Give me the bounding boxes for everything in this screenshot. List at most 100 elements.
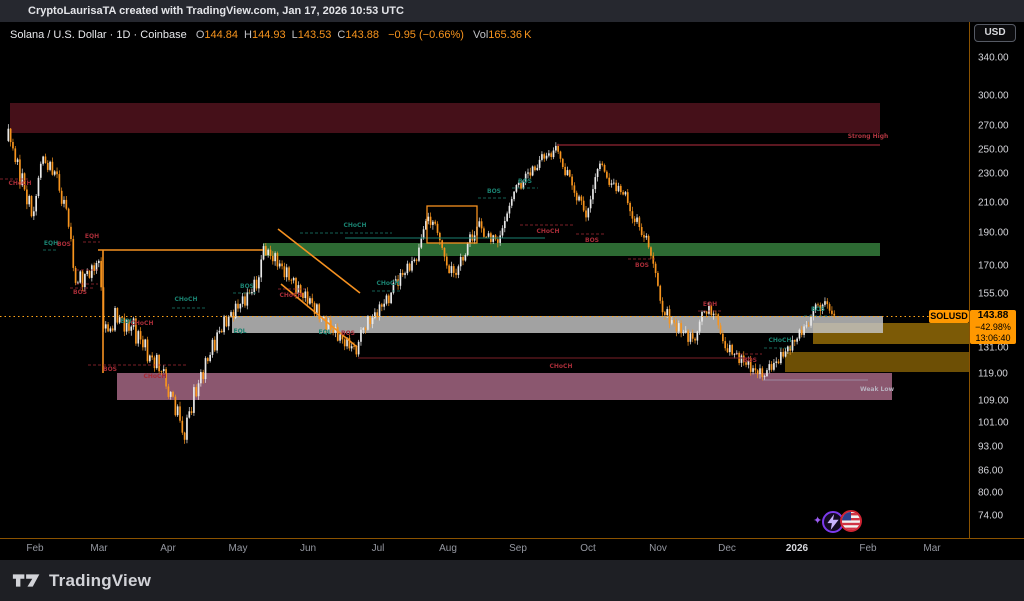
ohlc-prefix: L bbox=[291, 29, 298, 41]
tradingview-logo-icon bbox=[12, 574, 40, 587]
sparkle-icon: ✦ bbox=[813, 515, 823, 527]
structure-label: BOS bbox=[240, 283, 254, 290]
structure-label: Weak Low bbox=[860, 386, 895, 393]
price-tick: 119.00 bbox=[978, 368, 1008, 380]
structure-label: EQL bbox=[120, 318, 133, 325]
time-tick: Oct bbox=[580, 543, 596, 554]
structure-label: BOS bbox=[743, 357, 757, 364]
structure-label: CHoCH bbox=[344, 222, 367, 229]
time-tick: Feb bbox=[859, 543, 877, 554]
structure-label: CHoCH bbox=[550, 363, 573, 370]
time-tick: Jun bbox=[299, 543, 317, 554]
tradingview-logo-text: TradingView bbox=[49, 570, 152, 590]
price-tick: 155.00 bbox=[978, 288, 1009, 300]
trendline-upper bbox=[277, 228, 361, 294]
usa-flag-icon bbox=[840, 510, 862, 532]
price-tick: 300.00 bbox=[978, 90, 1009, 102]
tradingview-logo[interactable]: TradingView bbox=[12, 571, 151, 591]
structure-label: BOS bbox=[103, 366, 117, 373]
snapshot-title-bar: CryptoLaurisaTA created with TradingView… bbox=[0, 0, 1024, 22]
structure-label: CHoCH bbox=[537, 228, 560, 235]
candlestick-series bbox=[7, 124, 836, 444]
price-tick: 93.00 bbox=[978, 441, 1004, 453]
time-tick: Dec bbox=[718, 543, 736, 554]
price-tick: 230.00 bbox=[978, 168, 1009, 180]
time-tick: Aug bbox=[439, 543, 457, 554]
ohlc-values: O144.84 H144.93 L143.53 C143.88 bbox=[190, 29, 379, 41]
ohlc-prefix: C bbox=[337, 29, 346, 41]
price-tick: 74.00 bbox=[978, 510, 1004, 522]
structure-label: BOS bbox=[73, 289, 87, 296]
currency-unit-button[interactable]: USD bbox=[974, 24, 1016, 42]
last-price-label: 143.88 −42.98% 13:06:40 bbox=[970, 310, 1016, 344]
time-axis[interactable]: Feb Mar Apr May Jun Jul Aug Sep Oct Nov Dec 2026 Feb… bbox=[0, 538, 1024, 561]
price-tick: 250.00 bbox=[978, 144, 1009, 156]
structure-label: CHoCH bbox=[175, 296, 198, 303]
structure-label: EQL bbox=[233, 328, 246, 335]
legend-separator-1: · bbox=[109, 29, 114, 41]
structure-label: EQH bbox=[703, 301, 717, 308]
structure-label: CHoCH bbox=[131, 320, 154, 327]
time-tick: Apr bbox=[160, 543, 176, 554]
structure-label: Strong High bbox=[848, 133, 889, 140]
orange-range-box bbox=[426, 205, 478, 244]
price-tick: 131.00 bbox=[978, 342, 1009, 354]
structure-label: CHoCH bbox=[9, 180, 32, 187]
last-price-value: 143.88 bbox=[977, 310, 1009, 321]
volume-value: 165.36 K bbox=[488, 29, 532, 41]
structure-label: EQH bbox=[44, 240, 58, 247]
structure-label: CHoCH bbox=[280, 292, 303, 299]
price-tick: 109.00 bbox=[978, 395, 1009, 407]
price-tick: 270.00 bbox=[978, 120, 1009, 132]
structure-label: BOS bbox=[585, 237, 599, 244]
ohlc-value: 144.93 bbox=[251, 29, 286, 41]
ohlc-value: 144.84 bbox=[204, 29, 239, 41]
zones bbox=[10, 103, 969, 400]
volume-label: Vol bbox=[473, 29, 489, 41]
structure-labels: CHoCHEQHBOSEQHBOSEQLCHoCHBOSCHoCHCHoCHBO… bbox=[0, 133, 895, 393]
footer-bar: TradingView bbox=[0, 560, 1024, 601]
symbol-name[interactable]: Solana / U.S. Dollar bbox=[10, 29, 107, 41]
structure-label: BOS bbox=[487, 188, 501, 195]
interval-label[interactable]: 1D bbox=[116, 29, 131, 41]
time-tick: Sep bbox=[509, 543, 527, 554]
symbol-legend[interactable]: Solana / U.S. Dollar · 1D · Coinbase O14… bbox=[10, 29, 531, 43]
ohlc-value: 143.53 bbox=[297, 29, 332, 41]
price-axis[interactable]: USD 340.00 300.00 270.00 250.00 230.00 210.00… bbox=[969, 22, 1024, 538]
price-tick: 190.00 bbox=[978, 227, 1009, 239]
time-tick: Mar bbox=[90, 543, 108, 554]
price-tick: 86.00 bbox=[978, 465, 1004, 477]
exchange-label: Coinbase bbox=[140, 29, 187, 41]
legend-separator-2: · bbox=[133, 29, 138, 41]
bar-countdown: 13:06:40 bbox=[975, 333, 1011, 343]
price-tick: 80.00 bbox=[978, 487, 1004, 499]
usa-flag-sticker bbox=[840, 510, 862, 532]
time-tick: Jul bbox=[371, 543, 385, 554]
time-tick: May bbox=[228, 543, 248, 554]
change-value: −0.95 (−0.66%) bbox=[388, 29, 464, 41]
structure-label: BOS bbox=[341, 330, 355, 337]
price-tick: 210.00 bbox=[978, 197, 1009, 209]
structure-label: CHoCH bbox=[769, 337, 792, 344]
ohlc-value: 143.88 bbox=[345, 29, 380, 41]
price-tick: 101.00 bbox=[978, 417, 1009, 429]
structure-label: EQH bbox=[85, 233, 99, 240]
structure-label: BOS bbox=[635, 262, 649, 269]
trendline-lower bbox=[280, 283, 358, 348]
drop-from-high-pct: −42.98% bbox=[975, 322, 1011, 332]
structure-lines bbox=[76, 144, 880, 381]
time-tick: 2026 bbox=[785, 543, 809, 554]
structure-label: BOS bbox=[57, 241, 71, 248]
price-tick: 340.00 bbox=[978, 52, 1009, 64]
symbol-price-tag: SOLUSD bbox=[929, 310, 969, 323]
chart-canvas[interactable]: CHoCHEQHBOSEQHBOSEQLCHoCHBOSCHoCHCHoCHBO… bbox=[0, 0, 969, 538]
snapshot-title: CryptoLaurisaTA created with TradingView… bbox=[28, 5, 404, 17]
price-tick: 170.00 bbox=[978, 260, 1009, 272]
structure-label: BOS bbox=[811, 306, 825, 313]
ohlc-prefix: H bbox=[244, 29, 252, 41]
structure-label: BOS bbox=[518, 178, 532, 185]
supply-zone-red bbox=[10, 103, 880, 133]
ohlc-prefix: O bbox=[195, 29, 205, 41]
time-tick: Nov bbox=[649, 543, 667, 554]
